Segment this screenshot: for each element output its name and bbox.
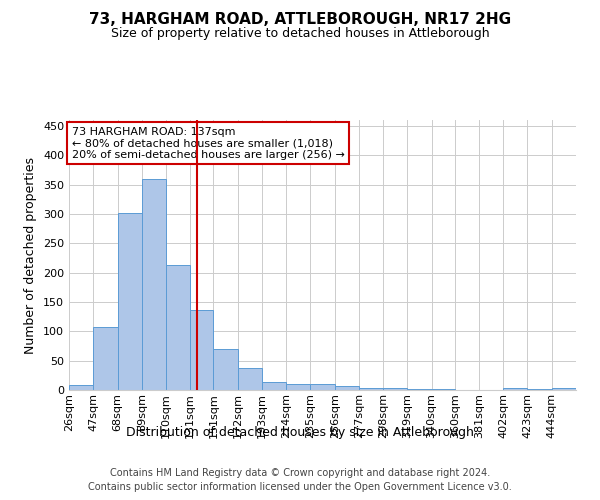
Bar	[335, 386, 359, 390]
Bar	[359, 388, 383, 390]
Bar	[238, 368, 262, 390]
Bar	[214, 349, 238, 390]
Bar	[190, 310, 214, 390]
Bar	[310, 384, 335, 390]
Text: Size of property relative to detached houses in Attleborough: Size of property relative to detached ho…	[110, 28, 490, 40]
Bar	[407, 389, 431, 390]
Bar	[142, 178, 166, 390]
Bar	[69, 386, 93, 390]
Text: Contains HM Land Registry data © Crown copyright and database right 2024.: Contains HM Land Registry data © Crown c…	[110, 468, 490, 477]
Text: 73 HARGHAM ROAD: 137sqm
← 80% of detached houses are smaller (1,018)
20% of semi: 73 HARGHAM ROAD: 137sqm ← 80% of detache…	[71, 126, 344, 160]
Bar	[286, 384, 310, 390]
Text: Contains public sector information licensed under the Open Government Licence v3: Contains public sector information licen…	[88, 482, 512, 492]
Bar	[383, 388, 407, 390]
Y-axis label: Number of detached properties: Number of detached properties	[25, 156, 37, 354]
Bar	[262, 382, 286, 390]
Bar	[118, 212, 142, 390]
Bar	[503, 388, 527, 390]
Bar	[93, 327, 118, 390]
Bar	[552, 388, 576, 390]
Text: Distribution of detached houses by size in Attleborough: Distribution of detached houses by size …	[126, 426, 474, 439]
Bar	[166, 265, 190, 390]
Text: 73, HARGHAM ROAD, ATTLEBOROUGH, NR17 2HG: 73, HARGHAM ROAD, ATTLEBOROUGH, NR17 2HG	[89, 12, 511, 28]
